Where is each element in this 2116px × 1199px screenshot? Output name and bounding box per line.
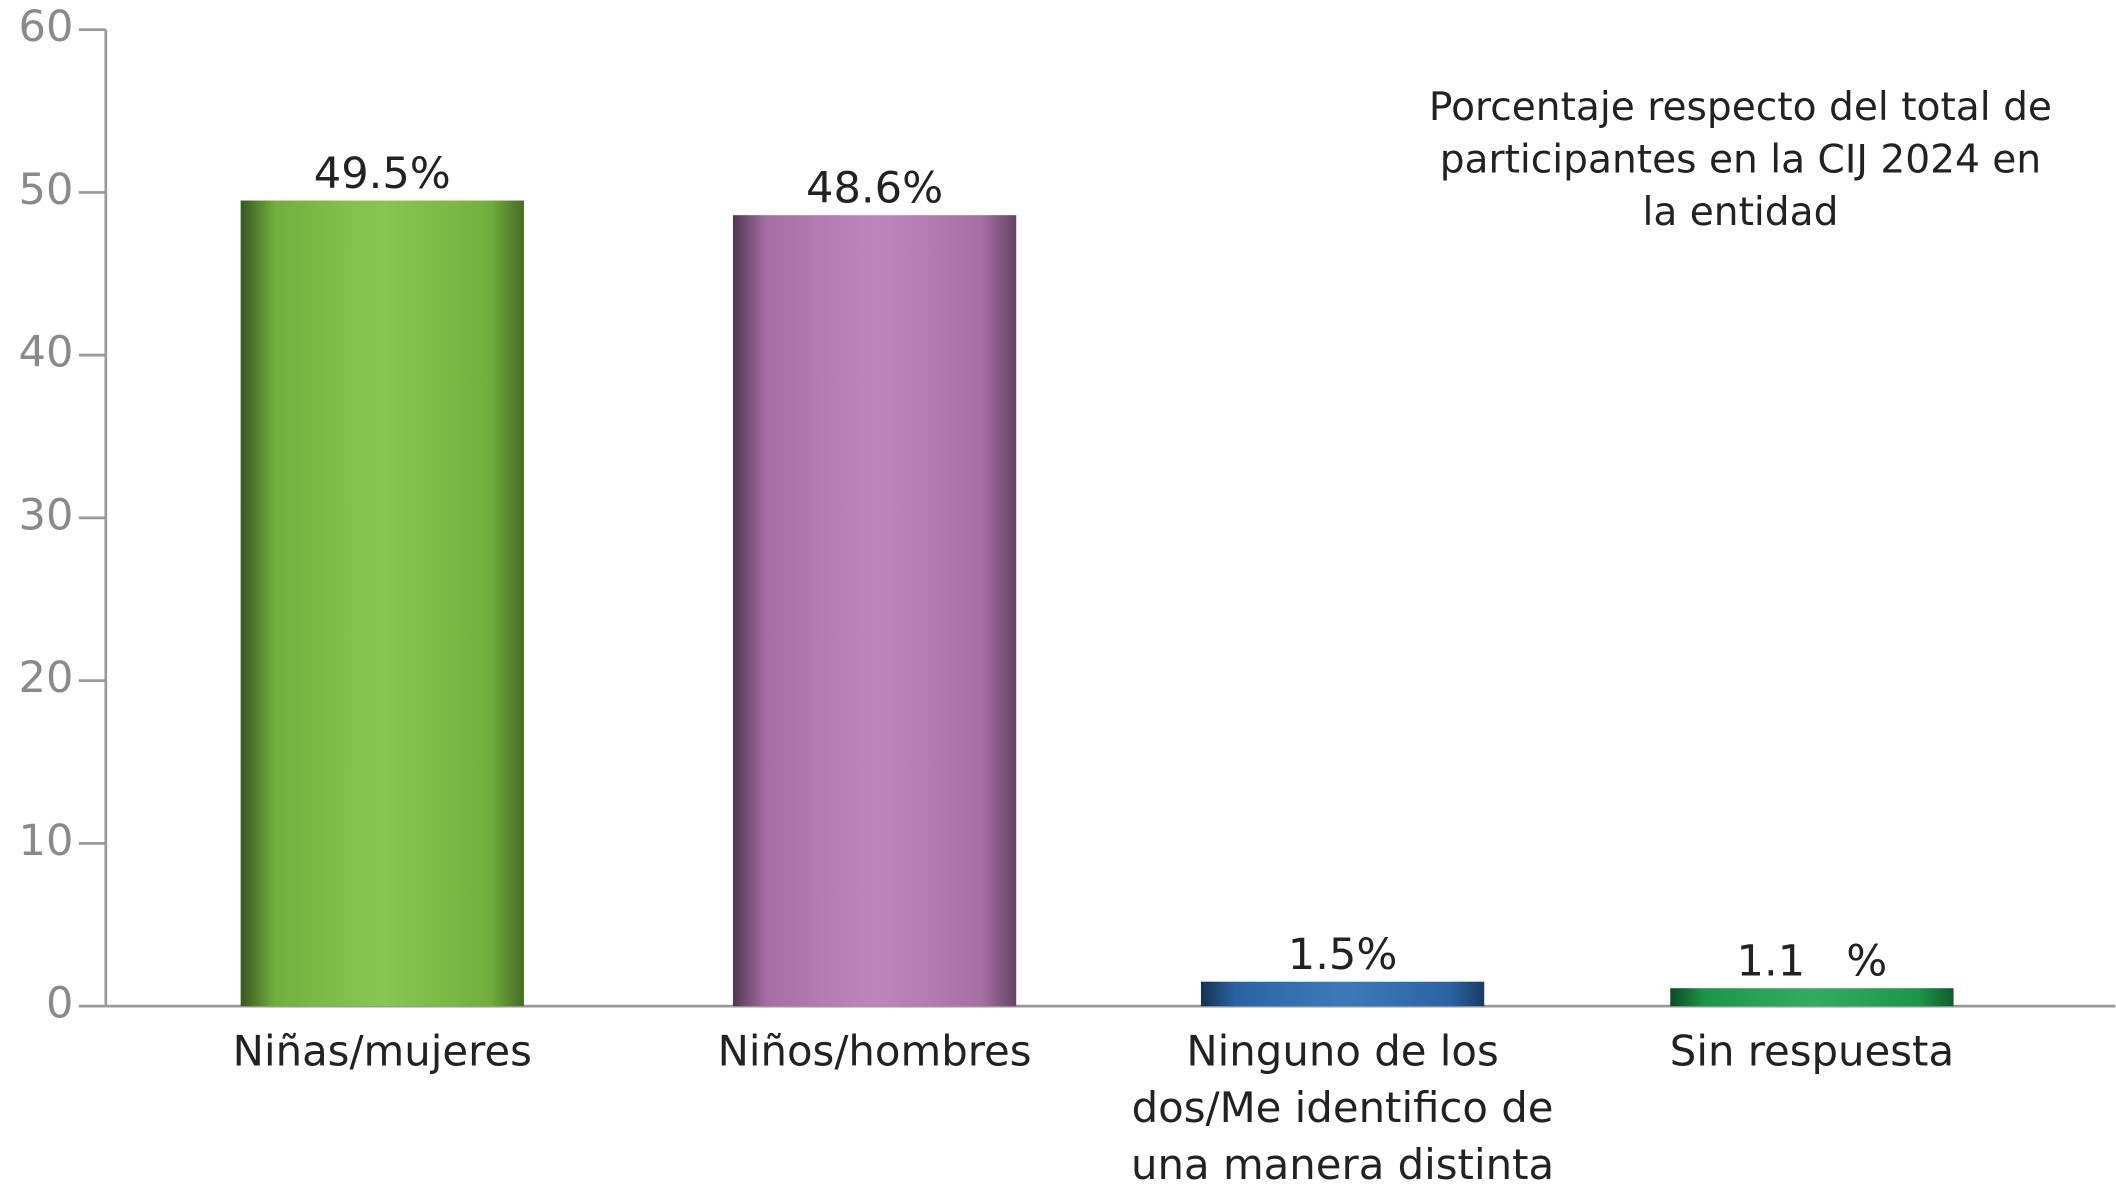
x-tick-label: Niños/hombres [717, 1027, 1032, 1077]
annotation-box: Porcentaje respecto del total de partici… [1428, 83, 2052, 236]
y-tick-label: 20 [19, 653, 74, 703]
annotation: Porcentaje respecto del total de partici… [1428, 83, 2052, 236]
x-tick-label: Niñas/mujeres [232, 1027, 532, 1077]
x-label-box: Niñas/mujeres [232, 1027, 532, 1077]
y-tick-label: 0 [46, 979, 73, 1029]
y-tick-label: 60 [19, 2, 74, 52]
value-label: 1.1 % [1737, 936, 1888, 986]
y-tick-label: 30 [19, 490, 74, 540]
bar-shade [732, 215, 1017, 1007]
x-tick-label: Ninguno de los dos/Me identifico de una … [1131, 1027, 1555, 1190]
x-label-box: Niños/hombres [717, 1027, 1032, 1077]
bar-shade [1200, 981, 1485, 1007]
y-tick-label: 40 [19, 328, 74, 378]
value-label: 49.5% [314, 149, 451, 199]
value-label: 48.6% [806, 163, 943, 213]
x-tick-label: Sin respuesta [1669, 1027, 1955, 1077]
bar-shade [1670, 988, 1954, 1007]
y-tick-label: 50 [19, 165, 74, 215]
x-label-box: Sin respuesta [1669, 1027, 1955, 1077]
x-label-box: Ninguno de los dos/Me identifico de una … [1131, 1027, 1555, 1190]
value-label: 1.5% [1288, 930, 1398, 980]
bar-shade [240, 200, 524, 1007]
y-tick-label: 10 [19, 816, 74, 866]
